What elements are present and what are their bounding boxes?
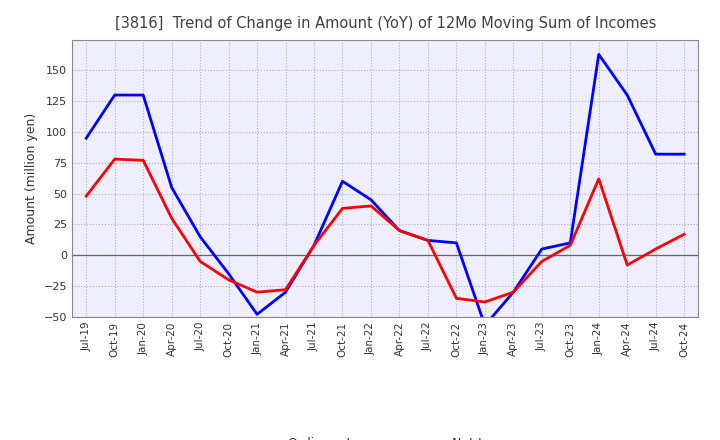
Ordinary Income bbox=[537, 246, 546, 252]
Ordinary Income bbox=[395, 228, 404, 233]
Y-axis label: Amount (million yen): Amount (million yen) bbox=[25, 113, 38, 244]
Net Income bbox=[652, 246, 660, 252]
Net Income bbox=[452, 296, 461, 301]
Ordinary Income bbox=[366, 197, 375, 202]
Ordinary Income bbox=[139, 92, 148, 98]
Net Income bbox=[196, 259, 204, 264]
Ordinary Income bbox=[196, 234, 204, 239]
Net Income bbox=[82, 194, 91, 199]
Ordinary Income bbox=[310, 243, 318, 248]
Net Income bbox=[480, 299, 489, 304]
Net Income bbox=[595, 176, 603, 181]
Net Income bbox=[338, 206, 347, 211]
Ordinary Income bbox=[82, 136, 91, 141]
Ordinary Income bbox=[225, 271, 233, 276]
Ordinary Income bbox=[652, 151, 660, 157]
Net Income bbox=[395, 228, 404, 233]
Ordinary Income bbox=[480, 323, 489, 328]
Line: Net Income: Net Income bbox=[86, 159, 684, 302]
Ordinary Income bbox=[282, 290, 290, 295]
Title: [3816]  Trend of Change in Amount (YoY) of 12Mo Moving Sum of Incomes: [3816] Trend of Change in Amount (YoY) o… bbox=[114, 16, 656, 32]
Legend: Ordinary Income, Net Income: Ordinary Income, Net Income bbox=[241, 432, 529, 440]
Net Income bbox=[623, 262, 631, 268]
Net Income bbox=[509, 290, 518, 295]
Net Income bbox=[310, 243, 318, 248]
Ordinary Income bbox=[338, 179, 347, 184]
Ordinary Income bbox=[253, 312, 261, 317]
Net Income bbox=[537, 259, 546, 264]
Ordinary Income bbox=[680, 151, 688, 157]
Net Income bbox=[253, 290, 261, 295]
Net Income bbox=[423, 238, 432, 243]
Net Income bbox=[225, 277, 233, 282]
Net Income bbox=[167, 216, 176, 221]
Net Income bbox=[139, 158, 148, 163]
Ordinary Income bbox=[167, 185, 176, 190]
Ordinary Income bbox=[623, 92, 631, 98]
Net Income bbox=[282, 287, 290, 292]
Line: Ordinary Income: Ordinary Income bbox=[86, 55, 684, 326]
Ordinary Income bbox=[110, 92, 119, 98]
Net Income bbox=[110, 157, 119, 162]
Ordinary Income bbox=[452, 240, 461, 246]
Net Income bbox=[366, 203, 375, 209]
Ordinary Income bbox=[566, 240, 575, 246]
Net Income bbox=[680, 231, 688, 237]
Ordinary Income bbox=[595, 52, 603, 57]
Ordinary Income bbox=[509, 290, 518, 295]
Ordinary Income bbox=[423, 238, 432, 243]
Net Income bbox=[566, 243, 575, 248]
